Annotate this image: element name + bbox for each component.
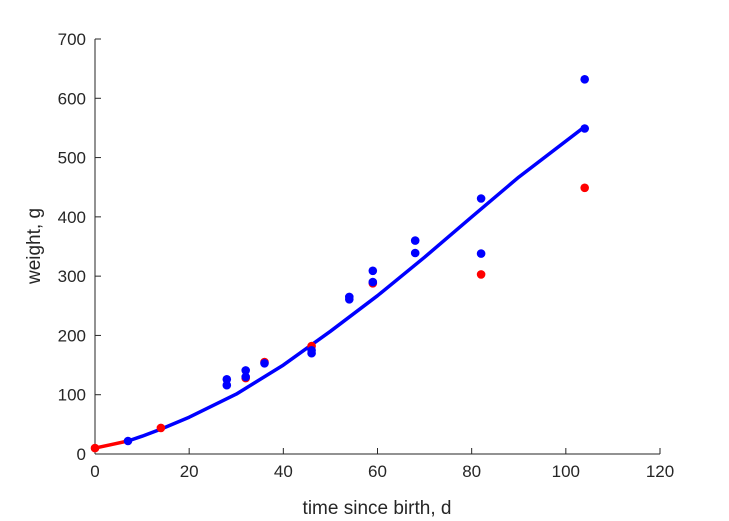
x-tick-label-4: 80 xyxy=(462,462,481,481)
series-2-line xyxy=(93,439,130,450)
x-tick-label-3: 60 xyxy=(368,462,387,481)
axes xyxy=(94,39,660,455)
y-tick-label-4: 400 xyxy=(58,208,86,227)
series-0-point-7 xyxy=(580,183,589,193)
series-lines xyxy=(93,124,587,450)
series-0-point-0 xyxy=(90,443,100,453)
x-tick-label-5: 100 xyxy=(552,462,580,481)
x-tick-label-1: 20 xyxy=(180,462,199,481)
y-tick-label-5: 500 xyxy=(58,149,86,168)
x-tick-label-6: 120 xyxy=(646,462,674,481)
y-tick-label-2: 200 xyxy=(58,326,86,345)
series-1-point-3 xyxy=(241,372,250,382)
series-1-point-12 xyxy=(410,248,420,258)
y-tick-label-3: 300 xyxy=(58,267,86,286)
series-0-point-1 xyxy=(156,423,166,433)
series-3-line xyxy=(126,124,587,443)
series-1-point-15 xyxy=(476,194,486,203)
ticks: 0 20 40 60 80 100 120 0 100 200 300 400 500 600 700 xyxy=(58,30,675,481)
y-tick-label-6: 600 xyxy=(58,89,86,108)
x-axis-label: time since birth, d xyxy=(303,498,452,519)
series-1-point-4 xyxy=(241,366,250,375)
series-1-point-9 xyxy=(345,292,354,302)
series-1-point-7 xyxy=(307,346,316,355)
y-tick-label-1: 100 xyxy=(58,386,86,405)
series-0-point-6 xyxy=(476,270,486,279)
series-1-point-10 xyxy=(368,277,378,287)
series-1-point-13 xyxy=(410,236,420,245)
x-tick-label-0: 0 xyxy=(90,462,99,481)
y-tick-label-7: 700 xyxy=(58,30,86,49)
x-tick-label-2: 40 xyxy=(274,462,293,481)
series-1-point-16 xyxy=(580,124,589,133)
series-1-point-1 xyxy=(222,380,232,390)
series-points xyxy=(90,75,589,453)
y-tick-label-0: 0 xyxy=(77,445,86,464)
series-1-point-11 xyxy=(368,266,378,276)
series-1-point-2 xyxy=(222,375,232,384)
series-1-point-5 xyxy=(260,359,269,368)
y-axis-label: weight, g xyxy=(24,208,45,285)
series-1-point-17 xyxy=(580,75,589,84)
series-1-point-0 xyxy=(123,436,133,446)
series-1-point-14 xyxy=(476,249,486,258)
